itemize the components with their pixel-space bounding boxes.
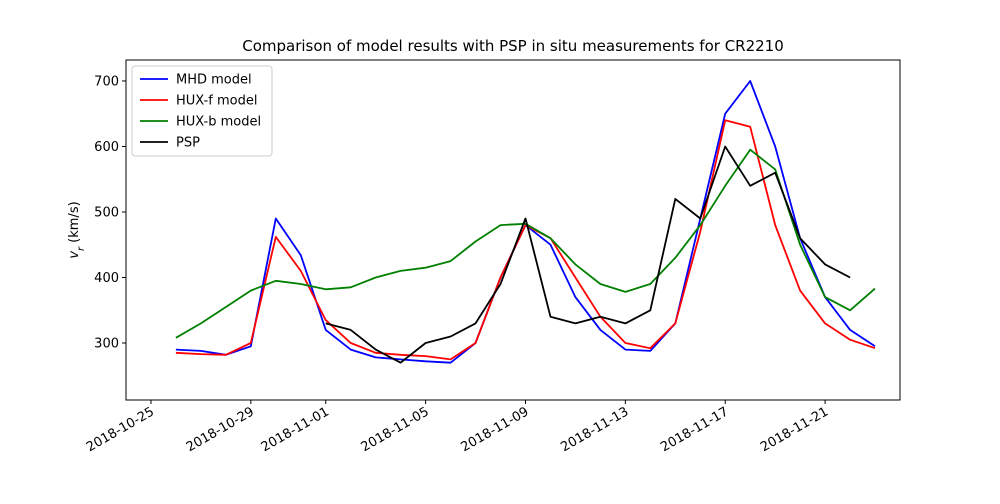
x-tick-label: 2018-10-25 bbox=[84, 404, 157, 455]
axes-frame bbox=[125, 59, 901, 401]
legend-label: PSP bbox=[176, 136, 200, 151]
x-tick-label: 2018-10-29 bbox=[184, 404, 257, 455]
chart-title: Comparison of model results with PSP in … bbox=[242, 37, 784, 55]
series-line bbox=[175, 148, 876, 339]
y-tick-label: 700 bbox=[94, 74, 119, 89]
x-tick-label: 2018-11-13 bbox=[558, 404, 631, 455]
legend-label: HUX-b model bbox=[176, 115, 261, 130]
legend-box bbox=[131, 65, 273, 157]
x-tick-label: 2018-11-01 bbox=[259, 404, 332, 455]
y-tick-label: 600 bbox=[94, 140, 119, 155]
y-label-symbol: v bbox=[67, 251, 82, 259]
x-tick-label: 2018-11-09 bbox=[459, 404, 532, 455]
y-label-unit: (km/s) bbox=[67, 201, 82, 243]
plot-area bbox=[175, 80, 876, 364]
legend-label: HUX-f model bbox=[176, 94, 257, 109]
y-axis-label: vr (km/s) bbox=[67, 201, 87, 258]
x-tick-label: 2018-11-05 bbox=[359, 404, 432, 455]
y-tick-label: 400 bbox=[94, 271, 119, 286]
y-tick-label: 300 bbox=[94, 337, 119, 352]
y-tick-label: 500 bbox=[94, 205, 119, 220]
series-line bbox=[175, 119, 876, 361]
y-label-subscript: r bbox=[76, 246, 87, 251]
x-tick-label: 2018-11-21 bbox=[758, 404, 831, 455]
series-line bbox=[325, 145, 851, 364]
legend-label: MHD model bbox=[176, 73, 252, 88]
x-tick-label: 2018-11-17 bbox=[658, 404, 731, 455]
